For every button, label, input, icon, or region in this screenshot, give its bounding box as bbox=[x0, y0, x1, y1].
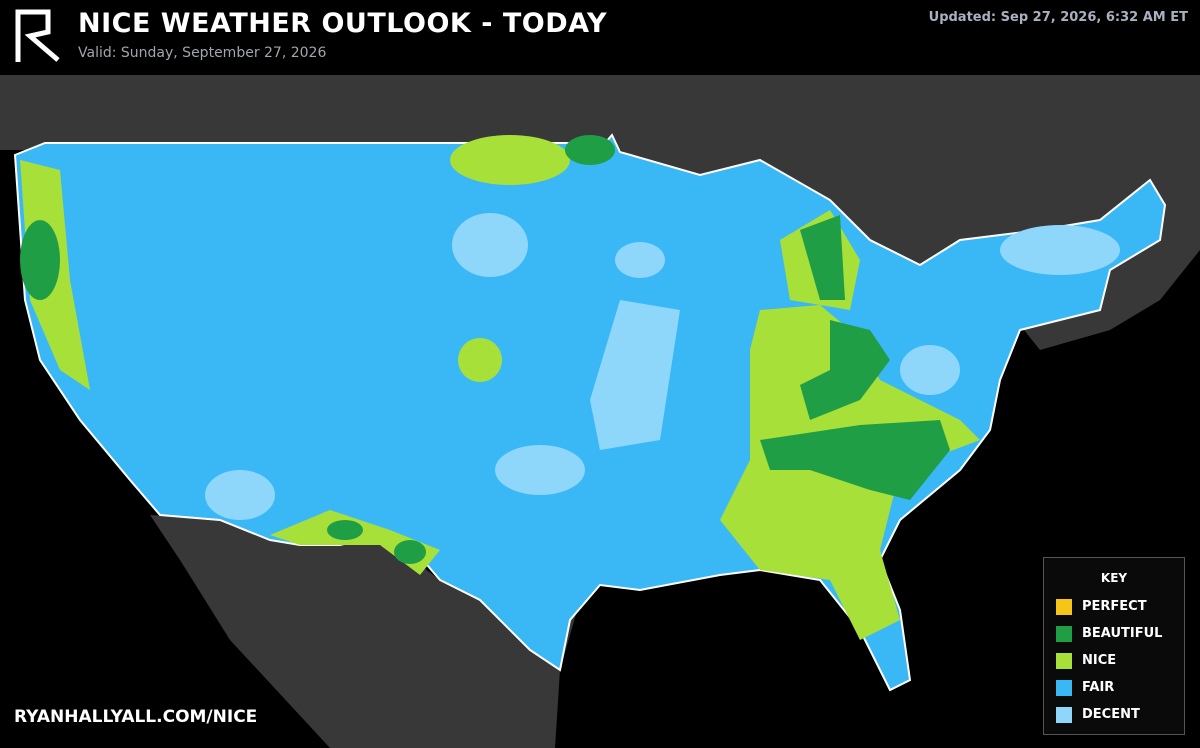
key-swatch bbox=[1056, 706, 1072, 723]
key-label: DECENT bbox=[1082, 707, 1140, 722]
key-item: FAIR bbox=[1044, 674, 1184, 701]
key-swatch bbox=[1056, 598, 1072, 615]
key-swatch bbox=[1056, 652, 1072, 669]
title: NICE WEATHER OUTLOOK - TODAY bbox=[78, 8, 607, 39]
key-swatch bbox=[1056, 679, 1072, 696]
key-item: DECENT bbox=[1044, 701, 1184, 728]
key-swatch bbox=[1056, 625, 1072, 642]
logo bbox=[15, 9, 60, 62]
key-label: BEAUTIFUL bbox=[1082, 626, 1163, 641]
updated-time: Updated: Sep 27, 2026, 6:32 AM ET bbox=[928, 10, 1188, 25]
key: KEY PERFECT BEAUTIFUL NICE FAIR DECENT bbox=[1043, 557, 1185, 735]
key-label: FAIR bbox=[1082, 680, 1115, 695]
key-item: PERFECT bbox=[1044, 593, 1184, 620]
footer-url: RYANHALLYALL.COM/NICE bbox=[14, 707, 258, 727]
key-item: NICE bbox=[1044, 647, 1184, 674]
key-label: PERFECT bbox=[1082, 599, 1147, 614]
beautiful-areas bbox=[20, 135, 950, 564]
key-item: BEAUTIFUL bbox=[1044, 620, 1184, 647]
key-title: KEY bbox=[1100, 571, 1128, 585]
valid-date: Valid: Sunday, September 27, 2026 bbox=[78, 45, 327, 61]
decent-areas bbox=[205, 213, 1120, 520]
land-mexico bbox=[150, 515, 580, 748]
key-label: NICE bbox=[1082, 653, 1117, 668]
